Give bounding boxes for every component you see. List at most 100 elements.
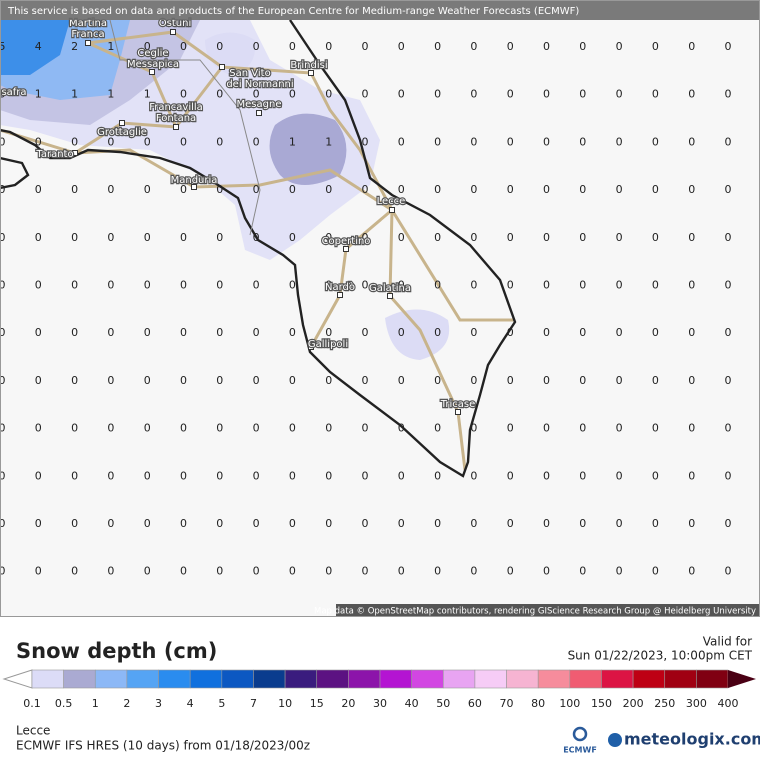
town-label: Taranto [35,149,73,160]
grid-value: 0 [543,422,550,435]
grid-value: 0 [616,374,623,387]
town-label: Nardò [325,281,355,293]
grid-value: 0 [470,88,477,101]
grid-value: 0 [725,326,732,339]
grid-value: 0 [434,326,441,339]
scale-swatch [379,669,412,689]
scale-swatch [63,669,96,689]
grid-value: 0 [216,231,223,244]
grid-value: 0 [543,88,550,101]
grid-value: 0 [325,279,332,292]
scale-label: 1 [92,697,99,710]
grid-value: 0 [0,422,6,435]
grid-value: 0 [144,374,151,387]
grid-value: 0 [507,88,514,101]
scale-label: 3 [155,697,162,710]
grid-value: 0 [398,326,405,339]
scale-label: 80 [531,697,545,710]
grid-value: 0 [725,469,732,482]
grid-value: 0 [616,135,623,148]
grid-value: 0 [71,326,78,339]
grid-value: 0 [71,231,78,244]
header-bar [0,0,760,20]
grid-value: 0 [652,422,659,435]
ecmwf-logo: ECMWF [563,726,597,755]
grid-value: 0 [398,374,405,387]
grid-value: 0 [507,326,514,339]
grid-value: 0 [144,40,151,53]
grid-value: 0 [543,183,550,196]
grid-value: 0 [725,183,732,196]
scale-label: 20 [341,697,355,710]
grid-value: 0 [107,517,114,530]
grid-value: 0 [35,517,42,530]
town-marker [308,344,314,350]
scale-swatch [316,669,349,689]
grid-value: 0 [180,231,187,244]
grid-value: 0 [616,40,623,53]
scale-swatch [253,669,286,689]
grid-value: 4 [35,40,42,53]
snow-shading [0,20,450,360]
ecmwf-label: ECMWF [563,746,597,755]
scale-swatch [474,669,507,689]
grid-value: 0 [289,422,296,435]
grid-value: 0 [362,183,369,196]
grid-value: 0 [398,40,405,53]
model-run: ECMWF IFS HRES (10 days) from 01/18/2023… [16,739,310,753]
grid-value: 0 [688,231,695,244]
grid-value: 0 [688,517,695,530]
grid-value: 0 [616,326,623,339]
brand: meteologix.com [624,730,760,749]
grid-value: 0 [725,135,732,148]
grid-value: 0 [470,469,477,482]
grid-value: 0 [579,469,586,482]
grid-value: 0 [470,422,477,435]
grid-value: 0 [289,279,296,292]
grid-value: 0 [35,231,42,244]
grid-value: 0 [398,469,405,482]
brand-icon [608,733,622,747]
grid-value: 0 [35,422,42,435]
grid-value: 0 [35,183,42,196]
grid-value: 0 [434,374,441,387]
grid-value: 0 [470,326,477,339]
town-marker [219,64,225,70]
grid-value: 0 [652,517,659,530]
grid-value: 0 [35,469,42,482]
scale-swatch [94,669,128,689]
grid-value: 0 [362,279,369,292]
grid-value: 0 [725,40,732,53]
town-marker [191,184,197,190]
grid-value: 0 [144,183,151,196]
grid-value: 0 [253,135,260,148]
grid-value: 0 [144,517,151,530]
grid-value: 0 [652,40,659,53]
scale-arrow-high [728,670,756,688]
grid-value: 0 [0,88,6,101]
grid-value: 0 [688,40,695,53]
grid-value: 0 [180,88,187,101]
town-marker [343,246,349,252]
scale-swatch [569,669,602,689]
grid-value: 0 [507,422,514,435]
town-label: Grottaglie [97,127,147,138]
scale-swatch [537,669,571,689]
grid-value: 0 [362,231,369,244]
scale-label: 100 [559,697,580,710]
grid-value: 0 [216,183,223,196]
scale-label: 300 [686,697,707,710]
grid-value: 0 [579,88,586,101]
grid-value: 0 [144,326,151,339]
grid-value: 0 [144,135,151,148]
scale-label: 4 [187,697,194,710]
town-label: Francavilla [149,102,203,113]
grid-value: 0 [253,88,260,101]
grid-value: 1 [144,88,151,101]
grid-value: 0 [289,231,296,244]
grid-value: 0 [289,469,296,482]
grid-value: 0 [434,279,441,292]
grid-value: 0 [579,40,586,53]
grid-value: 0 [616,279,623,292]
grid-value: 0 [543,231,550,244]
